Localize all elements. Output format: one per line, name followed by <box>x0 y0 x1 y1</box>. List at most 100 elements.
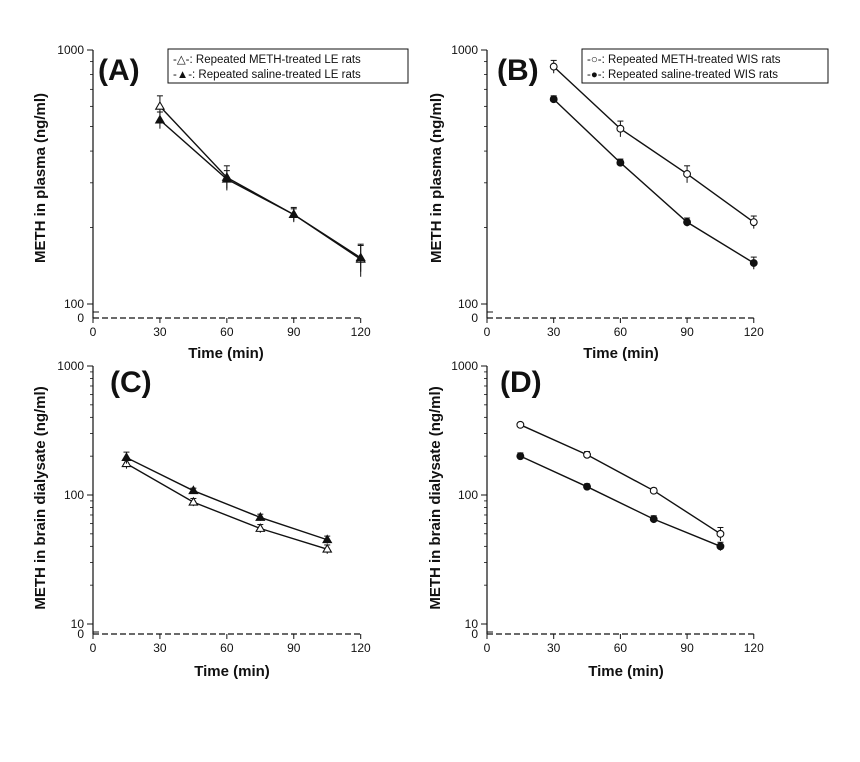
panel-a-x-axis-label: Time (min) <box>188 345 264 362</box>
panel-b-series-1-point <box>616 158 625 167</box>
panel-d-y-tick-label: 100 <box>458 488 478 502</box>
panel-a-x-tick-label: 90 <box>287 325 301 339</box>
panel-b-x-tick-label: 90 <box>680 325 694 339</box>
panel-a-legend-box <box>167 48 409 84</box>
panel-c-y-tick-label: 100 <box>64 488 84 502</box>
panel-a-legend-item-meth: -△-: Repeated METH-treated LE rats <box>173 54 361 66</box>
panel-c-series-1 <box>121 451 333 544</box>
panel-c-x-tick-label: 120 <box>351 641 371 655</box>
panel-b-series-0-point <box>683 170 692 178</box>
panel-d-series-1-point <box>716 542 725 551</box>
panel-a-series-1 <box>154 111 366 272</box>
panel-a-x-tick-label: 0 <box>90 325 97 339</box>
panel-b-series-0-point <box>749 218 758 227</box>
panel-a-series-1-point <box>288 209 299 218</box>
panel-c-series-0-line <box>126 463 328 550</box>
panel-c-y-tick-label: 1000 <box>57 359 84 373</box>
panel-b-series-0-point <box>616 124 625 133</box>
panel-d-x-tick-label: 120 <box>744 641 764 655</box>
panel-c-x-tick-label: 90 <box>287 641 301 655</box>
panel-b: (B) METH in plasma (ng/ml) Time (min) -○… <box>428 48 829 362</box>
panel-d-series-0-point <box>649 486 658 495</box>
panel-b-series-1-point <box>683 218 692 227</box>
panel-d-y-tick-label: 1000 <box>451 359 478 373</box>
panel-d-y-axis-label: METH in brain dialysate (ng/ml) <box>427 386 444 609</box>
panel-c-series-1-point <box>322 534 333 544</box>
panel-a-series-1-point <box>154 114 166 124</box>
panel-b-series-1-point <box>549 95 558 104</box>
panel-d-x-tick-label: 30 <box>547 641 561 655</box>
panel-b-legend-item-saline: -●-: Repeated saline-treated WIS rats <box>587 69 778 81</box>
panel-c-plot: 0 30 60 90 120 10 100 1000 0 <box>57 359 371 655</box>
panel-d-x-tick-label: 90 <box>680 641 694 655</box>
panel-b-series-0 <box>549 59 758 229</box>
panel-c-y-zero-label: 0 <box>77 627 84 641</box>
panel-b-series-0-line <box>553 66 755 223</box>
panel-d-series-1-point <box>516 452 525 461</box>
panel-b-series-0-point <box>549 62 558 71</box>
panel-d-plot: 0 30 60 90 120 10 100 1000 0 <box>451 359 764 655</box>
panel-b-x-tick-label: 30 <box>547 325 561 339</box>
panel-d-y-zero-label: 0 <box>471 627 478 641</box>
panel-d-series-1-line <box>520 455 721 547</box>
panel-d-series-0-point <box>583 450 591 459</box>
panel-a-y-tick-label: 1000 <box>57 43 84 57</box>
panel-c-y-axis-label: METH in brain dialysate (ng/ml) <box>32 386 49 609</box>
panel-a-series-0 <box>154 95 366 277</box>
panel-b-plot: 0 30 60 90 120 100 1000 0 <box>451 43 764 339</box>
panel-b-series-1 <box>549 95 758 270</box>
panel-b-x-axis-label: Time (min) <box>583 345 659 362</box>
panel-c-series-1-point <box>255 512 266 521</box>
panel-b-letter: (B) <box>497 54 539 87</box>
panel-d-series-0-line <box>520 424 721 535</box>
panel-a-x-tick-label: 60 <box>220 325 234 339</box>
panel-c-series-0-point <box>188 496 199 506</box>
panel-d-series-0-point <box>516 420 525 429</box>
panel-b-legend: -○-: Repeated METH-treated WIS rats -●-:… <box>581 48 829 84</box>
panel-c: (C) METH in brain dialysate (ng/ml) Time… <box>32 366 270 680</box>
panel-c-series-0-point <box>322 543 333 553</box>
panel-a-y-tick-label: 100 <box>64 297 84 311</box>
panel-a-plot: 0 30 60 90 120 100 1000 0 <box>57 43 371 339</box>
panel-a-letter: (A) <box>98 54 140 87</box>
panel-d-series-0 <box>516 420 725 541</box>
panel-d: (D) METH in brain dialysate (ng/ml) Time… <box>427 366 664 680</box>
panel-b-legend-item-meth: -○-: Repeated METH-treated WIS rats <box>587 54 781 66</box>
panel-d-x-axis-label: Time (min) <box>588 663 664 680</box>
panel-b-legend-box <box>581 48 829 84</box>
panel-b-series-1-point <box>749 259 758 267</box>
panel-d-x-tick-label: 60 <box>614 641 628 655</box>
panel-d-series-0-point <box>716 529 725 538</box>
panel-c-series-0-point <box>255 523 266 532</box>
panel-d-letter: (D) <box>500 366 542 399</box>
panel-a-x-tick-label: 30 <box>153 325 167 339</box>
panel-a-legend: -△-: Repeated METH-treated LE rats -▲-: … <box>167 48 409 84</box>
panel-c-series-1-line <box>126 456 328 541</box>
panel-c-x-tick-label: 60 <box>220 641 234 655</box>
panel-d-y-tick-label: 10 <box>465 617 479 631</box>
panel-b-y-axis-label: METH in plasma (ng/ml) <box>428 93 445 263</box>
panel-a-series-1-point <box>221 173 233 183</box>
panel-c-y-tick-label: 10 <box>71 617 85 631</box>
panel-a-series-0-point <box>154 100 166 110</box>
panel-a-legend-item-saline: -▲-: Repeated saline-treated LE rats <box>173 69 361 81</box>
panel-a-series-1-point <box>355 252 366 262</box>
panel-c-x-tick-label: 0 <box>90 641 97 655</box>
panel-b-x-tick-label: 60 <box>614 325 628 339</box>
panel-a-y-axis-label: METH in plasma (ng/ml) <box>32 93 49 263</box>
panel-b-y-zero-label: 0 <box>471 311 478 325</box>
panel-d-series-1 <box>516 452 725 551</box>
panel-a: (A) METH in plasma (ng/ml) Time (min) -△… <box>32 48 409 362</box>
panel-c-x-axis-label: Time (min) <box>194 663 270 680</box>
panel-c-series-1-point <box>121 452 132 462</box>
panel-d-series-1-point <box>583 482 591 491</box>
panel-b-series-1-line <box>553 98 755 264</box>
panel-b-y-tick-label: 1000 <box>451 43 478 57</box>
panel-a-series-1-line <box>159 119 362 259</box>
panel-b-x-tick-label: 120 <box>744 325 764 339</box>
panel-c-series-1-point <box>188 485 199 495</box>
panel-b-y-tick-label: 100 <box>458 297 478 311</box>
panel-a-x-tick-label: 120 <box>351 325 371 339</box>
panel-c-series-0 <box>121 458 333 554</box>
